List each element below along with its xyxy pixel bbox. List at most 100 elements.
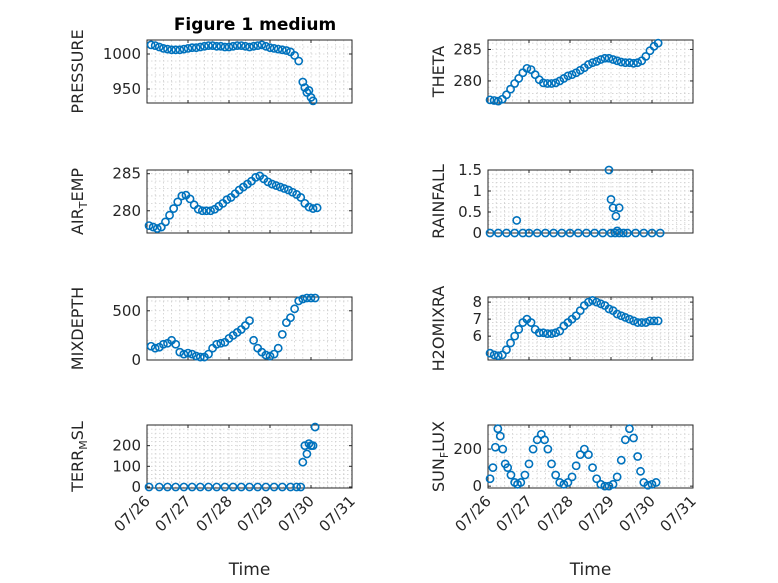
- data-point: [547, 79, 556, 88]
- y-tick-label: 1000: [103, 45, 141, 63]
- y-tick-label: 0: [472, 477, 482, 495]
- data-point: [651, 478, 661, 487]
- y-tick-label: 1.5: [458, 161, 482, 179]
- y-axis-label: AIRTEMP: [68, 168, 90, 235]
- data-point: [206, 206, 215, 216]
- data-point: [257, 40, 267, 50]
- data-point: [551, 78, 561, 88]
- data-point: [150, 343, 160, 353]
- data-point: [514, 324, 524, 334]
- data-point: [598, 228, 608, 238]
- data-point: [306, 293, 316, 303]
- subplot-4: 0 0.5 1 1.5 RAINFALL: [429, 161, 694, 242]
- data-point: [294, 296, 304, 306]
- data-point: [204, 349, 213, 359]
- data-point: [503, 463, 513, 473]
- data-point: [175, 45, 185, 55]
- data-point: [265, 43, 275, 53]
- axes-frame: [146, 424, 353, 489]
- data-point: [273, 343, 283, 353]
- y-axis-label: MIXDEPTH: [68, 287, 87, 370]
- data-point: [608, 55, 618, 64]
- data-point: [245, 316, 254, 326]
- data-point: [612, 309, 622, 319]
- subplot-6: 678 H2OMIXRA: [429, 286, 694, 371]
- y-tick-label: 280: [453, 72, 482, 90]
- data-point: [606, 194, 616, 204]
- x-tick-label: 07/26: [452, 492, 495, 535]
- data-point: [296, 193, 306, 202]
- data-point: [277, 45, 287, 55]
- y-axis-label: THETA: [429, 46, 448, 98]
- data-point: [518, 228, 528, 238]
- data-point: [555, 478, 565, 487]
- data-point: [228, 482, 238, 492]
- y-axis-label: SUNFLUX: [429, 421, 451, 492]
- data-point: [150, 41, 160, 50]
- data-point: [631, 228, 640, 238]
- data-point: [547, 459, 556, 469]
- data-point: [620, 435, 630, 445]
- data-point: [275, 182, 285, 192]
- data-point: [290, 304, 299, 314]
- x-tick-label: 07/27: [152, 492, 195, 535]
- data-point: [277, 330, 287, 339]
- data-point: [502, 228, 511, 238]
- data-point: [653, 38, 663, 48]
- data-point: [616, 57, 626, 67]
- data-point: [506, 470, 516, 480]
- data-point: [228, 41, 238, 51]
- data-point: [296, 482, 306, 492]
- data-point: [212, 41, 222, 51]
- data-point: [189, 200, 199, 210]
- data-point: [185, 194, 195, 204]
- data-point: [604, 481, 614, 491]
- data-point: [154, 482, 164, 492]
- data-point: [588, 463, 597, 473]
- data-point: [647, 228, 657, 238]
- data-point: [490, 442, 500, 452]
- x-tick-label: 07/29: [234, 492, 277, 535]
- data-point: [510, 228, 520, 238]
- data-point: [534, 328, 544, 338]
- data-point: [161, 217, 170, 227]
- data-point: [502, 90, 511, 100]
- data-point: [604, 304, 614, 314]
- data-point: [514, 74, 524, 83]
- data-point: [498, 444, 508, 454]
- data-point: [273, 44, 283, 54]
- data-point: [277, 482, 287, 492]
- data-point: [485, 95, 495, 105]
- data-point: [294, 56, 304, 66]
- data-point: [625, 424, 634, 434]
- data-point: [506, 84, 515, 94]
- data-point: [302, 449, 312, 459]
- axes-frame: [146, 169, 353, 234]
- data-point: [249, 41, 258, 51]
- data-point: [310, 293, 320, 303]
- data-point: [298, 77, 308, 87]
- data-point: [249, 335, 258, 345]
- data-point: [588, 296, 597, 305]
- data-point: [541, 228, 550, 238]
- data-point: [245, 42, 254, 52]
- data-point: [253, 482, 263, 492]
- data-point: [625, 314, 634, 324]
- x-tick-label: 07/28: [193, 492, 236, 535]
- data-point: [645, 46, 655, 56]
- data-point: [524, 459, 534, 469]
- data-point: [575, 450, 585, 460]
- data-point: [485, 228, 495, 238]
- data-point: [208, 41, 217, 50]
- data-point: [183, 44, 193, 53]
- data-point: [204, 41, 213, 50]
- data-point: [655, 228, 665, 238]
- data-point: [608, 479, 618, 489]
- y-tick-label: 6: [472, 327, 482, 345]
- data-point: [271, 181, 281, 190]
- data-point: [298, 294, 308, 304]
- data-point: [563, 478, 573, 487]
- data-point: [551, 328, 561, 338]
- data-point: [253, 41, 263, 50]
